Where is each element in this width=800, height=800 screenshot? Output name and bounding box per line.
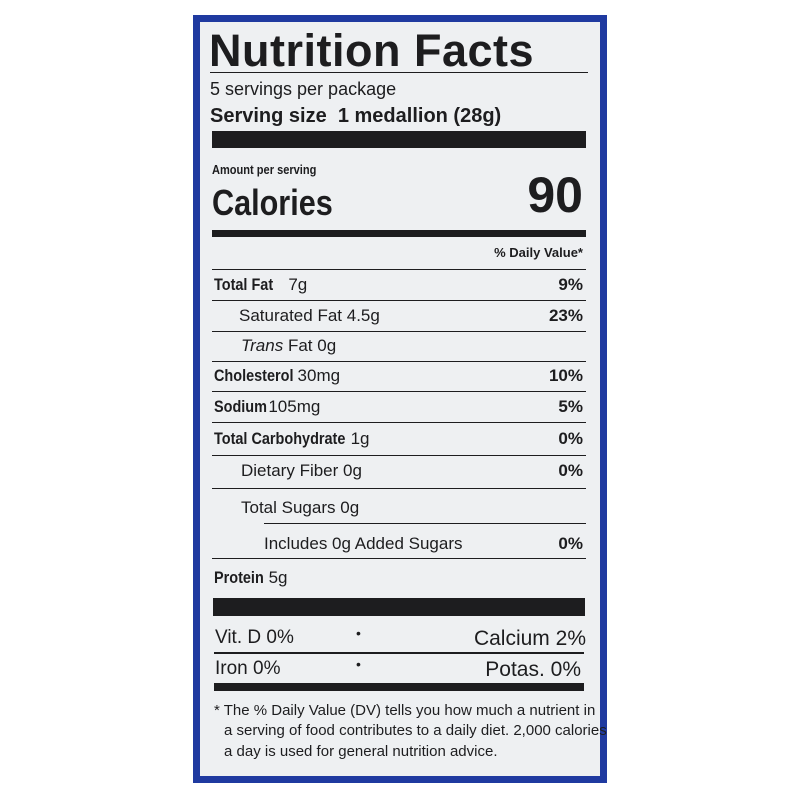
dv-sodium: 5% [558,397,583,416]
divider [210,72,588,73]
serving-size-value: 1 medallion (28g) [337,105,502,127]
nutrient-trans-fat: Trans Fat 0g [241,336,337,355]
dv-cholesterol: 10% [548,366,583,385]
divider [212,391,586,392]
dv-saturated-fat: 23% [548,306,583,325]
dv-total-carbohydrate: 0% [558,429,583,448]
nutrient-added-sugars: Includes 0g Added Sugars [264,534,463,553]
nutrient-total-carbohydrate: Total Carbohydrate 1g [214,429,370,448]
divider [212,269,586,270]
divider [212,558,586,559]
calcium: Calcium 2% [473,627,586,650]
thick-divider [213,598,585,616]
label-title: Nutrition Facts [209,25,535,76]
footnote-line-2: a serving of food contributes to a daily… [224,722,607,739]
calories-value: 90 [527,167,583,223]
dv-added-sugars: 0% [558,534,583,553]
nutrition-facts-label: Nutrition Facts 5 servings per package S… [200,22,607,776]
divider [212,300,586,301]
medium-divider [212,230,586,237]
divider [212,331,586,332]
nutrient-dietary-fiber: Dietary Fiber 0g [241,461,362,480]
thick-divider [214,683,584,691]
daily-value-header: % Daily Value* [494,245,583,260]
separator-dot: • [356,625,361,641]
vitamin-d: Vit. D 0% [215,627,294,648]
divider [212,488,586,489]
divider [212,422,586,423]
dv-dietary-fiber: 0% [558,461,583,480]
serving-size: Serving size 1 medallion (28g) [210,105,501,128]
dv-total-fat: 9% [558,275,583,294]
servings-per-package: 5 servings per package [210,79,397,99]
divider [214,652,584,654]
amount-per-serving: Amount per serving [212,162,317,177]
separator-dot: • [356,656,361,672]
iron: Iron 0% [215,658,281,679]
thick-divider [212,131,586,148]
nutrient-saturated-fat: Saturated Fat 4.5g [239,306,380,325]
nutrient-protein: Protein 5g [214,568,288,587]
footnote-line-1: * The % Daily Value (DV) tells you how m… [214,702,596,719]
divider [264,523,586,524]
footnote-line-3: a day is used for general nutrition advi… [224,743,498,760]
calories-label: Calories [212,182,333,223]
divider [212,361,586,362]
nutrient-total-sugars: Total Sugars 0g [241,498,360,517]
nutrient-sodium: Sodium105mg [214,397,321,416]
serving-size-label: Serving size [210,105,327,127]
divider [212,455,586,456]
potassium: Potas. 0% [485,658,581,681]
nutrient-cholesterol: Cholesterol 30mg [214,366,341,385]
nutrient-total-fat: Total Fat 7g [214,275,308,294]
